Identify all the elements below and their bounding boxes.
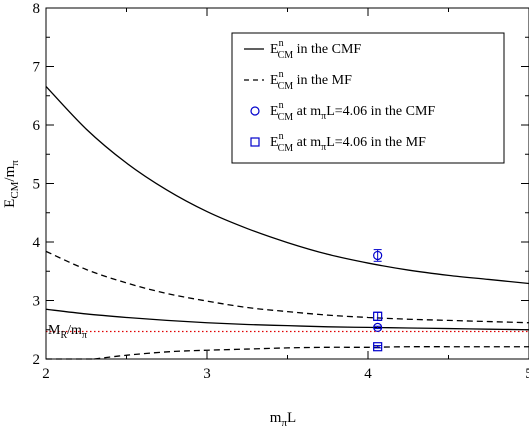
x-tick-label-5: 5 bbox=[525, 366, 529, 382]
point-marker-circle bbox=[373, 250, 383, 261]
legend: En CM in the CMF En CM in the MF En CM at m… bbox=[231, 32, 505, 164]
data-point-square-3 bbox=[373, 342, 383, 352]
y-tick-label-5: 5 bbox=[33, 177, 41, 193]
point-marker-square bbox=[373, 342, 383, 352]
legend-label-square: En CM at mπL=4.06 in the MF bbox=[270, 131, 426, 154]
legend-box bbox=[231, 32, 505, 164]
y-tick-label-3: 3 bbox=[33, 294, 41, 310]
legend-label-cmf: En CM in the CMF bbox=[270, 38, 361, 61]
y-tick-label-4: 4 bbox=[33, 235, 41, 251]
curve-mf-dashed-2 bbox=[45, 250, 529, 324]
point-marker-square bbox=[373, 311, 383, 321]
legend-marker-circle bbox=[250, 106, 260, 116]
legend-marker-square bbox=[250, 137, 260, 147]
data-point-circle-1 bbox=[373, 322, 383, 333]
plot-marks bbox=[45, 85, 529, 360]
axis-ticks: 2 3 4 5 2 3 4 5 6 7 8 bbox=[33, 1, 529, 382]
legend-label-mf: En CM in the MF bbox=[270, 69, 352, 92]
y-tick-label-6: 6 bbox=[33, 118, 41, 134]
point-marker-circle bbox=[373, 322, 383, 333]
y-axis-label: ECM/mπ bbox=[2, 160, 21, 208]
y-tick-label-2: 2 bbox=[33, 352, 41, 368]
curve-mf-dashed-3 bbox=[94, 346, 529, 360]
data-point-square-2 bbox=[373, 311, 383, 321]
x-tick-label-4: 4 bbox=[364, 366, 372, 382]
legend-label-circle: En CM at mπL=4.06 in the CMF bbox=[270, 100, 435, 123]
x-axis-label: mπL bbox=[270, 410, 296, 429]
curve-cmf-solid-1 bbox=[45, 308, 529, 331]
threshold-annotation: MR/mπ bbox=[48, 323, 87, 341]
x-tick-label-3: 3 bbox=[203, 366, 211, 382]
y-tick-label-8: 8 bbox=[33, 1, 41, 17]
y-tick-label-7: 7 bbox=[33, 60, 41, 76]
curve-cmf-solid-0 bbox=[45, 85, 529, 285]
data-point-circle-0 bbox=[373, 249, 383, 262]
x-tick-label-2: 2 bbox=[42, 366, 50, 382]
